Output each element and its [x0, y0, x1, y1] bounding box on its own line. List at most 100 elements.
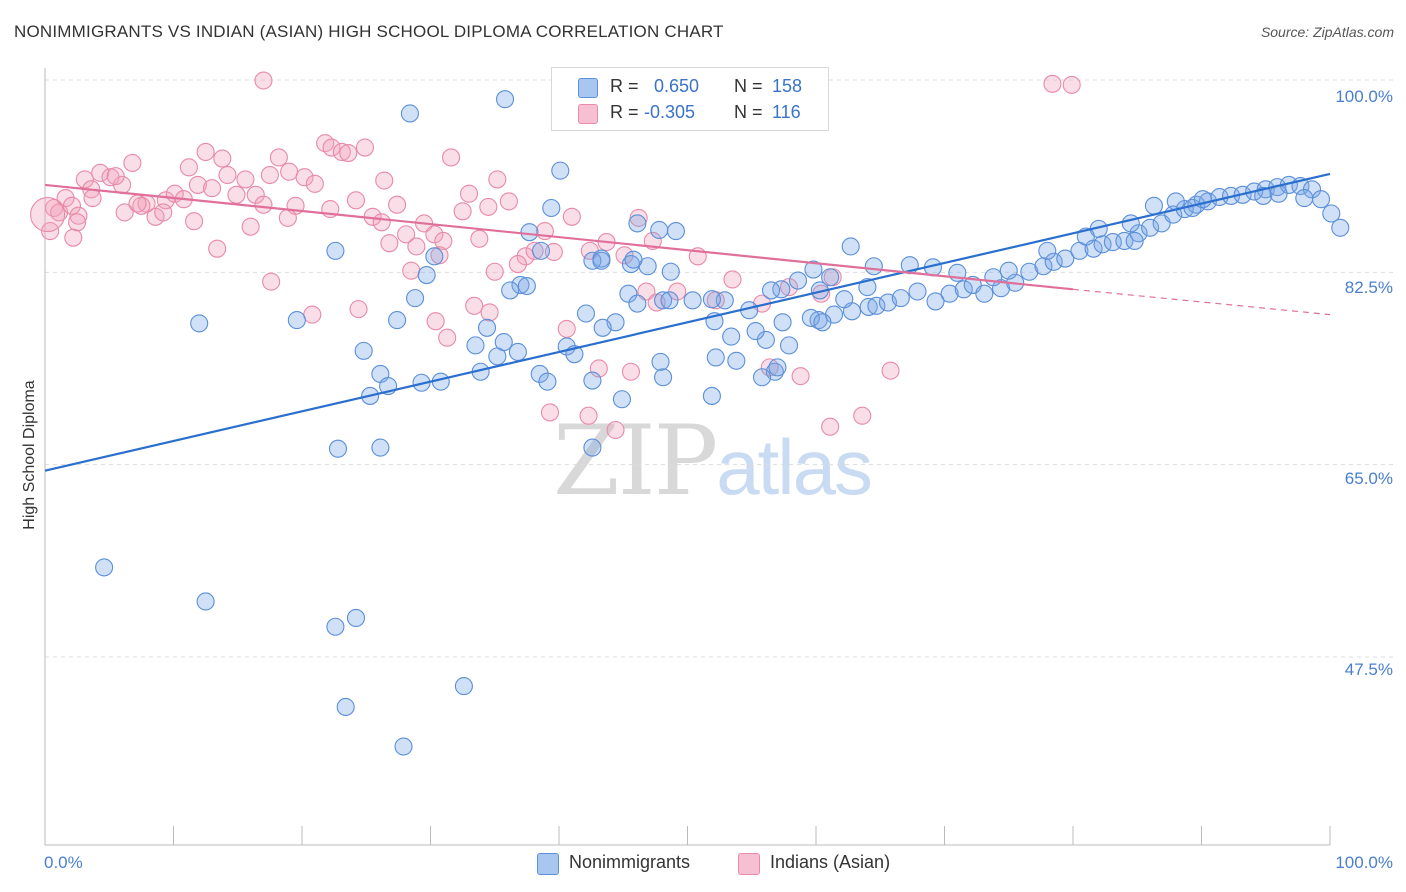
indians-point: [459, 184, 479, 203]
watermark-zip: ZIP: [553, 405, 718, 517]
nonimmigrants-point: [715, 291, 734, 310]
nonimmigrants-point: [612, 390, 632, 409]
legend-n-label: N =: [734, 102, 763, 122]
indians-trend-line: [44, 183, 1074, 291]
x-tick-label-start: 0.0%: [44, 853, 83, 872]
nonimmigrants-point: [752, 368, 772, 387]
indians-point: [1043, 74, 1062, 93]
indians-point: [218, 165, 237, 185]
nonimmigrants-point: [1044, 252, 1063, 271]
legend-n-value: 158: [772, 76, 803, 96]
nonimmigrants-point: [190, 314, 209, 333]
nonimmigrants-point: [1295, 189, 1314, 208]
indians-point: [407, 237, 426, 256]
indians-point: [213, 149, 232, 168]
nonimmigrants-point: [394, 737, 413, 756]
chart-title: NONIMMIGRANTS VS INDIAN (ASIAN) HIGH SCH…: [14, 22, 724, 41]
nonimmigrants-point: [661, 262, 680, 281]
indians-point: [388, 195, 407, 214]
nonimmigrants-point: [624, 250, 643, 269]
nonimmigrants-point: [477, 318, 497, 337]
nonimmigrants-point: [779, 336, 799, 355]
nonimmigrants-point: [466, 336, 485, 355]
indians-point: [453, 202, 472, 221]
y-tick-label: 47.5%: [1344, 660, 1393, 679]
nonimmigrants-point: [773, 313, 792, 332]
indians-point: [236, 170, 255, 189]
indians-point: [185, 212, 204, 231]
nonimmigrants-point: [619, 284, 638, 303]
nonimmigrants-point: [1038, 241, 1057, 260]
nonimmigrants-point: [388, 311, 407, 330]
nonimmigrants-point: [984, 268, 1003, 287]
nonimmigrants-point: [1331, 218, 1350, 237]
indians-point: [128, 194, 147, 213]
indians-point: [322, 138, 341, 157]
nonimmigrants-point: [1056, 249, 1075, 268]
nonimmigrants-point: [326, 617, 345, 636]
indians-point: [246, 185, 265, 204]
nonimmigrants-point: [954, 280, 973, 299]
bottom-legend-swatch-pink: [738, 853, 760, 875]
nonimmigrants-point: [530, 364, 549, 384]
legend-r-label: R =: [610, 76, 639, 96]
legend-r-label: R =: [610, 102, 639, 122]
nonimmigrants-point: [804, 260, 823, 279]
indians-point: [278, 208, 297, 227]
nonimmigrants-point: [859, 297, 878, 316]
nonimmigrants-point: [940, 284, 959, 303]
legend-n-label: N =: [734, 76, 763, 96]
indians-point: [349, 300, 368, 319]
indians-point: [438, 328, 457, 347]
indians-point: [470, 229, 489, 248]
nonimmigrants-point: [406, 289, 425, 308]
nonimmigrants-point: [196, 592, 215, 611]
indians-point: [397, 225, 416, 244]
nonimmigrants-point: [501, 281, 520, 300]
nonimmigrants-point: [336, 697, 355, 717]
indians-point: [83, 189, 102, 208]
nonimmigrants-point: [517, 276, 536, 296]
nonimmigrants-point: [683, 291, 702, 310]
nonimmigrants-point: [454, 677, 473, 696]
nonimmigrants-point: [650, 220, 669, 240]
indians-point: [557, 319, 576, 338]
nonimmigrants-point: [592, 251, 611, 270]
indians-point: [853, 406, 872, 425]
nonimmigrants-point: [702, 386, 721, 405]
indians-point: [579, 406, 598, 425]
nonimmigrants-point: [768, 358, 787, 377]
nonimmigrants-point: [746, 322, 765, 341]
nonimmigrants-point: [1103, 233, 1122, 252]
nonimmigrants-point: [354, 341, 373, 360]
indians-point: [179, 158, 198, 177]
indians-point: [332, 142, 351, 162]
indians-point: [227, 185, 246, 204]
nonimmigrants-point: [660, 291, 679, 310]
indians-point: [196, 142, 215, 162]
indians-point: [295, 168, 314, 187]
correlation-legend: R = 0.650 N = 158 R = -0.305 N = 116: [551, 67, 829, 131]
indians-point: [91, 163, 110, 182]
legend-r-value: -0.305: [644, 102, 696, 122]
x-tick-label-end: 100.0%: [1335, 853, 1393, 872]
nonimmigrants-point: [538, 372, 557, 391]
indians-point: [68, 213, 87, 232]
y-tick-label: 82.5%: [1344, 278, 1393, 297]
bottom-legend-label: Nonimmigrants: [569, 852, 691, 872]
indians-point: [821, 417, 840, 436]
nonimmigrants-point: [551, 161, 570, 180]
nonimmigrants-point: [425, 247, 444, 266]
indians-point: [303, 305, 322, 324]
bottom-legend-label: Indians (Asian): [770, 852, 891, 872]
indians-point: [375, 171, 394, 190]
indians-point: [508, 255, 527, 274]
nonimmigrants-point: [821, 268, 840, 287]
indians-point: [380, 234, 399, 253]
indians-point: [280, 162, 299, 181]
nonimmigrants-point: [494, 333, 513, 352]
nonimmigrants-point: [801, 308, 820, 327]
nonimmigrants-point: [1125, 231, 1144, 251]
nonimmigrants-point: [702, 290, 721, 309]
indians-point: [254, 71, 273, 90]
